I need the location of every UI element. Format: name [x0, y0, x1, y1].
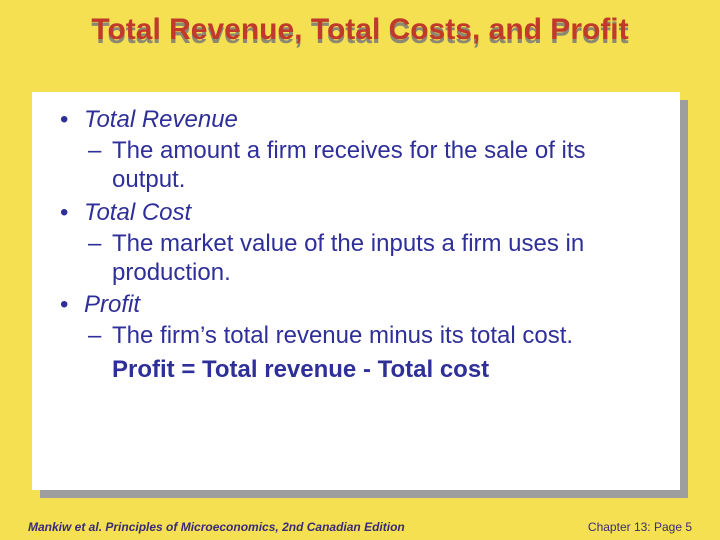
bullet-head: Total Revenue	[58, 106, 654, 134]
equation: Profit = Total revenue - Total cost	[58, 356, 654, 384]
content-box: Total Revenue The amount a firm receives…	[32, 92, 680, 490]
bullet-body: The firm’s total revenue minus its total…	[58, 321, 654, 350]
slide-title: Total Revenue, Total Costs, and Profit	[0, 12, 720, 48]
bullet-body: The amount a firm receives for the sale …	[58, 136, 654, 195]
bullet-head: Profit	[58, 291, 654, 319]
bullet-head: Total Cost	[58, 199, 654, 227]
bullet-body: The market value of the inputs a firm us…	[58, 229, 654, 288]
slide-title-wrap: Total Revenue, Total Costs, and Profit T…	[0, 0, 720, 90]
footer-left: Mankiw et al. Principles of Microeconomi…	[28, 520, 405, 534]
footer-right: Chapter 13: Page 5	[588, 520, 692, 534]
bullet-list: Total Revenue The amount a firm receives…	[58, 106, 654, 350]
footer: Mankiw et al. Principles of Microeconomi…	[0, 520, 720, 534]
